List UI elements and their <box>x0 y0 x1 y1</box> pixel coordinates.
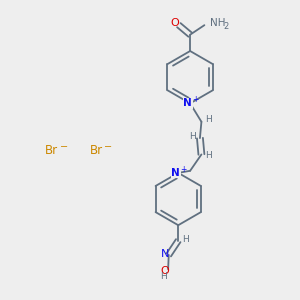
Text: H: H <box>206 115 212 124</box>
Text: +: + <box>193 95 199 104</box>
Text: Br: Br <box>90 143 103 157</box>
Text: N: N <box>183 98 192 108</box>
Text: O: O <box>171 18 179 28</box>
Text: 2: 2 <box>223 22 228 31</box>
Text: N: N <box>172 168 180 178</box>
Text: O: O <box>160 266 169 276</box>
Text: +: + <box>181 165 187 174</box>
Text: H: H <box>189 132 196 141</box>
Text: −: − <box>60 142 68 152</box>
Text: NH: NH <box>210 18 226 28</box>
Text: H: H <box>182 235 189 244</box>
Text: −: − <box>104 142 112 152</box>
Text: Br: Br <box>45 143 58 157</box>
Text: H: H <box>206 151 212 160</box>
Text: N: N <box>160 249 169 259</box>
Text: H: H <box>160 272 167 281</box>
